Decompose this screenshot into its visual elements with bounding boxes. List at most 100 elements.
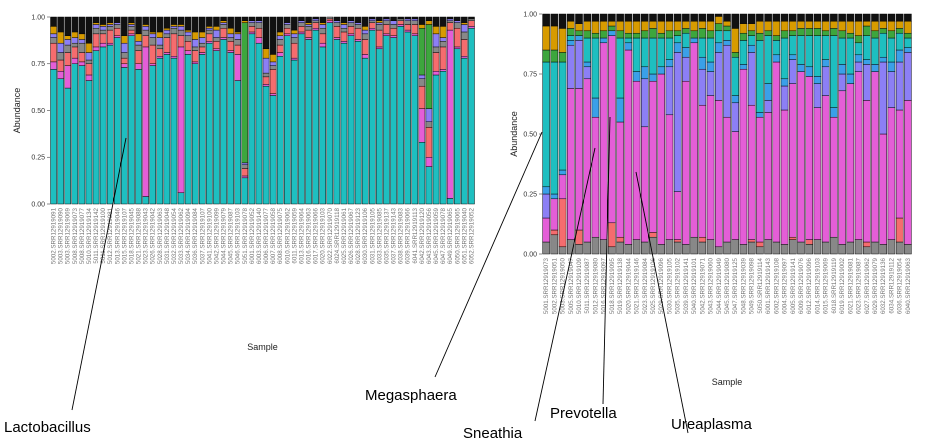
bar-segment bbox=[854, 239, 863, 255]
bar-segment bbox=[376, 20, 383, 23]
bar-segment bbox=[821, 95, 830, 243]
x-tick-label: 6002.SRR12919108 bbox=[773, 257, 780, 314]
x-tick-label: 5033.SRR12919062 bbox=[178, 207, 185, 264]
bar-segment bbox=[439, 69, 447, 72]
bar-segment bbox=[284, 22, 291, 25]
x-tick-label: 5044.SRR12919079 bbox=[221, 207, 228, 264]
x-tick-label: 6040.SRR12919063 bbox=[905, 257, 912, 314]
bar-segment bbox=[558, 169, 567, 176]
bar-segment bbox=[550, 49, 559, 63]
bar-segment bbox=[106, 26, 114, 31]
bar-segment bbox=[121, 42, 128, 53]
bar-segment bbox=[657, 66, 665, 75]
bar-segment bbox=[567, 35, 575, 41]
bar-segment bbox=[756, 20, 764, 34]
x-tick-label: 5031.SRR12919048 bbox=[164, 207, 171, 264]
bar-segment bbox=[206, 26, 213, 29]
bar-segment bbox=[739, 32, 748, 41]
bar-segment bbox=[262, 85, 270, 205]
bar-segment bbox=[269, 93, 277, 96]
bar-segment bbox=[846, 37, 855, 75]
bar-segment bbox=[583, 241, 591, 255]
bar-segment bbox=[184, 41, 192, 51]
bar-segment bbox=[599, 30, 608, 39]
bar-segment bbox=[895, 32, 904, 51]
bar-segment bbox=[599, 37, 608, 44]
bar-segment bbox=[199, 16, 206, 33]
bar-segment bbox=[326, 20, 334, 23]
bar-segment bbox=[213, 50, 220, 205]
bar-segment bbox=[383, 18, 390, 21]
bar-segment bbox=[262, 57, 270, 74]
bar-segment bbox=[575, 23, 583, 32]
bar-segment bbox=[99, 33, 107, 44]
bar-segment bbox=[163, 27, 171, 31]
x-tick-label: 5016.SRR12919097 bbox=[601, 257, 608, 314]
bar-segment bbox=[262, 76, 270, 85]
x-tick-label: 6017.SRR12919066 bbox=[313, 207, 320, 264]
bar-segment bbox=[558, 28, 567, 53]
bar-segment bbox=[838, 37, 846, 65]
bar-segment bbox=[756, 40, 764, 113]
bar-segment bbox=[863, 64, 871, 101]
bar-segment bbox=[206, 16, 213, 27]
bar-segment bbox=[354, 41, 362, 205]
x-tick-label: 6037.SRR12919143 bbox=[391, 207, 398, 264]
bar-segment bbox=[698, 68, 707, 106]
bar-segment bbox=[156, 44, 164, 50]
y-tick-label: 0.50 bbox=[523, 131, 537, 138]
bar-segment bbox=[425, 166, 433, 205]
bar-segment bbox=[114, 35, 121, 38]
bar-segment bbox=[439, 26, 447, 38]
bar-segment bbox=[780, 85, 789, 111]
bar-segment bbox=[142, 24, 149, 27]
bar-segment bbox=[262, 48, 270, 59]
bar-segment bbox=[206, 41, 213, 44]
x-tick-label: 6027.SRR12919062 bbox=[864, 257, 871, 314]
bar-segment bbox=[106, 44, 114, 205]
x-tick-label: 6005.SRR12919141 bbox=[790, 257, 797, 314]
bar-segment bbox=[854, 71, 863, 240]
bar-segment bbox=[454, 27, 461, 48]
bar-segment bbox=[550, 25, 559, 51]
bar-segment bbox=[390, 37, 397, 205]
bar-segment bbox=[92, 24, 100, 29]
bar-segment bbox=[715, 30, 723, 44]
bar-segment bbox=[542, 241, 550, 255]
bar-segment bbox=[591, 13, 600, 22]
x-tick-label: 6007.SRR12919058 bbox=[270, 207, 277, 264]
y-tick-label: 0.75 bbox=[31, 61, 45, 68]
bar-segment bbox=[567, 44, 575, 89]
bar-segment bbox=[50, 37, 57, 44]
bar-segment bbox=[177, 35, 185, 48]
bar-segment bbox=[747, 44, 756, 53]
bar-segment bbox=[142, 16, 149, 25]
bar-segment bbox=[756, 116, 764, 243]
bar-segment bbox=[673, 20, 682, 32]
bar-segment bbox=[739, 40, 748, 65]
bar-segment bbox=[715, 246, 723, 255]
bar-segment bbox=[390, 24, 397, 29]
bar-segment bbox=[213, 29, 220, 38]
bar-segment bbox=[347, 35, 355, 205]
bar-segment bbox=[599, 239, 608, 255]
right-abundance-chart: 0.00 0.25 0.50 0.75 1.00 5001.SRR12919073 5002… bbox=[509, 11, 912, 387]
bar-segment bbox=[78, 42, 86, 53]
bar-segment bbox=[904, 52, 912, 101]
bar-segment bbox=[291, 59, 298, 205]
bar-segment bbox=[838, 13, 846, 22]
bar-segment bbox=[772, 241, 781, 255]
callout-line-lactobacillus bbox=[71, 137, 127, 411]
bar-segment bbox=[156, 48, 164, 57]
bar-segment bbox=[163, 33, 171, 38]
bar-segment bbox=[558, 174, 567, 200]
bar-segment bbox=[369, 27, 376, 31]
bar-segment bbox=[813, 83, 822, 108]
bar-segment bbox=[199, 37, 206, 44]
bar-segment bbox=[797, 64, 805, 72]
bar-segment bbox=[276, 16, 284, 33]
bar-segment bbox=[887, 13, 896, 22]
bar-segment bbox=[608, 246, 616, 255]
bar-segment bbox=[106, 16, 114, 23]
bar-segment bbox=[904, 244, 912, 255]
